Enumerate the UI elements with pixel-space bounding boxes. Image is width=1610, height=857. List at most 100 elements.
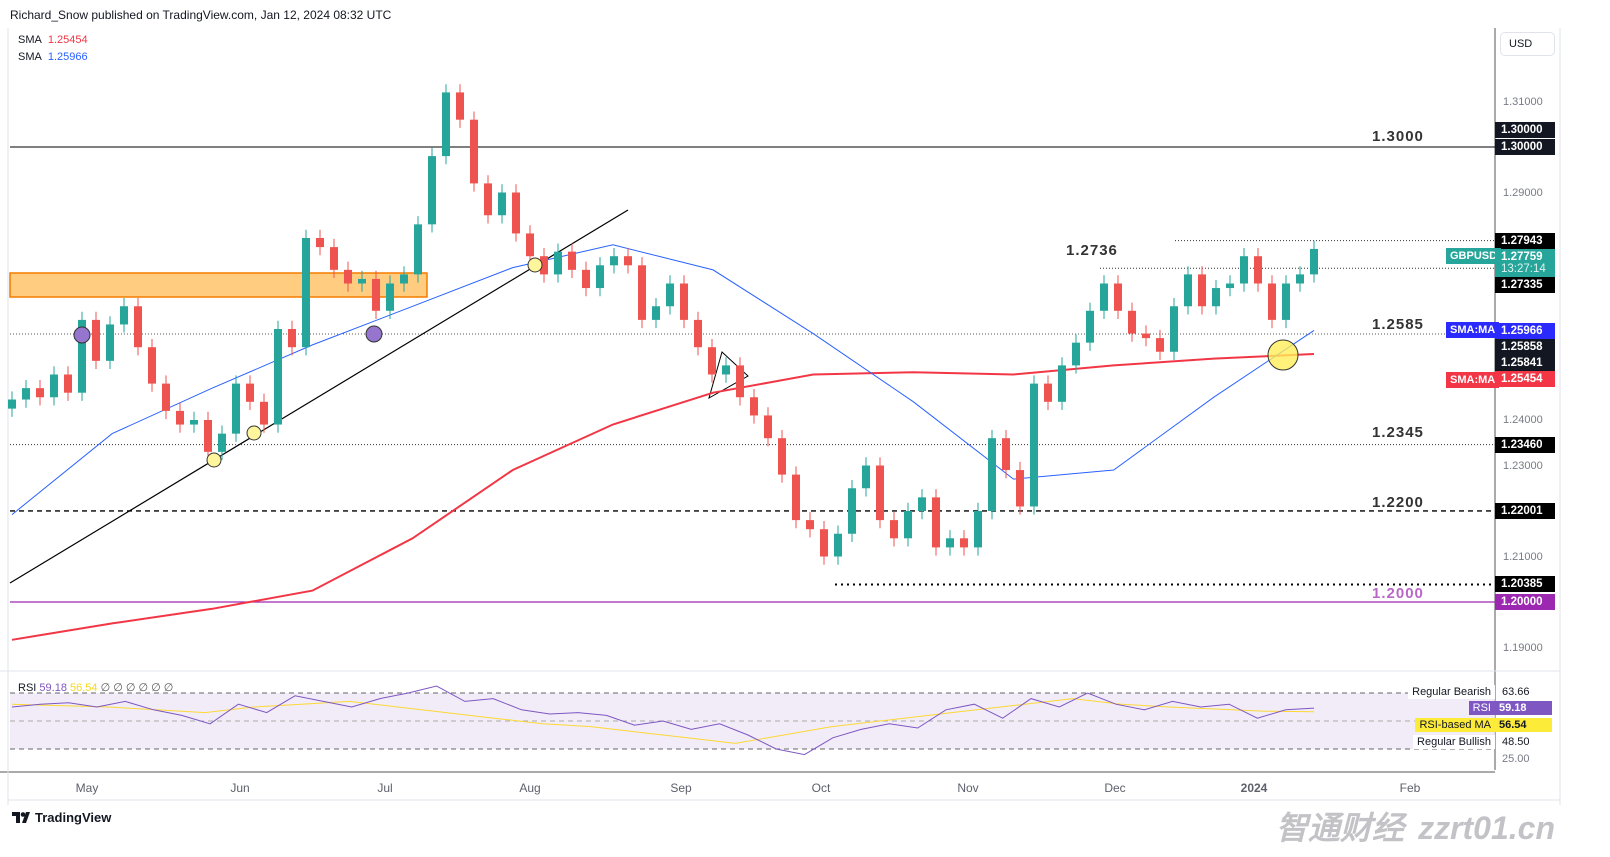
touch-point-marker	[73, 326, 91, 344]
candle-body	[1086, 310, 1094, 343]
touch-point-marker	[527, 257, 543, 273]
candle-body	[1044, 383, 1052, 402]
candle-body	[274, 329, 282, 425]
candle-body	[666, 283, 674, 307]
candle-body	[1128, 310, 1136, 334]
candle-body	[946, 538, 954, 548]
time-axis-label: Dec	[1104, 781, 1126, 795]
candle-body	[974, 511, 982, 548]
touch-point-marker	[365, 325, 383, 343]
price-badge: 1.25966	[1495, 322, 1555, 339]
resistance-zone	[9, 272, 428, 298]
triangle-pattern	[708, 351, 749, 400]
candle-body	[78, 319, 86, 393]
candle-body	[596, 265, 604, 289]
sma-slow-line	[11, 353, 1315, 641]
rsi-tag: RSI	[1468, 701, 1495, 715]
candle-body	[918, 497, 926, 511]
candle-body	[820, 529, 828, 557]
candle-body	[372, 278, 380, 311]
currency-button[interactable]: USD	[1500, 32, 1555, 56]
tradingview-logo[interactable]: TradingView	[12, 810, 111, 825]
touch-point-marker	[246, 425, 262, 441]
candle-body	[1296, 274, 1304, 284]
chart-background	[0, 0, 1610, 805]
candle-body	[554, 251, 562, 275]
candle-body	[246, 383, 254, 402]
sma-slow-tag: SMA:MA	[1446, 372, 1500, 388]
candle-body	[190, 420, 198, 425]
candle-body	[498, 192, 506, 216]
candle-body	[148, 347, 156, 384]
price-chart[interactable]	[0, 0, 1610, 805]
candle-body	[932, 497, 940, 548]
level-label-1.2585: 1.2585	[1372, 316, 1424, 333]
tradingview-logo-icon	[12, 812, 30, 823]
rsi-bearish-value: 63.66	[1502, 686, 1530, 698]
candle-body	[834, 533, 842, 557]
candle-body	[134, 306, 142, 348]
candle-body	[890, 520, 898, 539]
rsi-axis-25: 25.00	[1502, 753, 1530, 765]
rsi-line	[11, 685, 1315, 756]
legend-sma-fast[interactable]: SMA 1.25966	[18, 51, 88, 63]
price-badge: 1.27943	[1495, 232, 1555, 249]
candle-body	[540, 256, 548, 275]
candle-body	[316, 238, 324, 248]
time-axis-label: Sep	[670, 781, 692, 795]
price-badge: 1.30000	[1495, 139, 1555, 155]
time-axis-label: Aug	[519, 781, 541, 795]
candle-body	[330, 247, 338, 270]
candle-body	[512, 192, 520, 234]
candle-body	[624, 256, 632, 266]
candle-body	[694, 319, 702, 348]
publisher-info: Richard_Snow published on TradingView.co…	[10, 8, 392, 22]
time-axis-label: Jul	[377, 781, 393, 795]
candle-body	[722, 365, 730, 375]
candle-body	[568, 251, 576, 270]
price-axis-label: 1.29000	[1503, 186, 1543, 199]
candle-body	[988, 438, 996, 511]
price-axis-label: 1.24000	[1503, 414, 1543, 426]
price-badge: 1.22001	[1495, 502, 1555, 519]
price-badge: 1.20000	[1495, 594, 1555, 610]
rsi-legend[interactable]: RSI 59.18 56.54 ∅ ∅ ∅ ∅ ∅ ∅	[18, 682, 174, 694]
candle-body	[1254, 256, 1262, 284]
candle-body	[1212, 288, 1220, 307]
crossover-marker	[1267, 339, 1299, 371]
rsi-ma-line	[11, 698, 1315, 744]
candle-body	[610, 256, 618, 266]
price-axis-label: 1.31000	[1503, 95, 1543, 108]
time-axis-label: May	[75, 781, 99, 795]
price-badge: 1.25858	[1495, 338, 1555, 355]
candle-body	[50, 374, 58, 398]
candle-body	[64, 374, 72, 393]
candle-body	[862, 465, 870, 489]
candle-body	[8, 399, 16, 409]
legend-sma-slow[interactable]: SMA 1.25454	[18, 34, 88, 46]
level-label-1.2200: 1.2200	[1372, 494, 1424, 511]
time-axis-label: Jun	[230, 781, 250, 795]
candle-body	[764, 415, 772, 439]
candle-body	[1072, 342, 1080, 366]
candle-body	[344, 269, 352, 284]
candle-body	[652, 306, 660, 320]
candle-body	[1030, 383, 1038, 507]
candle-body	[162, 383, 170, 411]
candle-body	[120, 306, 128, 325]
candle-body	[470, 119, 478, 184]
candle-body	[358, 278, 366, 284]
price-axis-label: 1.21000	[1503, 550, 1543, 563]
price-badge: 1.25841	[1495, 354, 1555, 371]
sma-fast-tag: SMA:MA	[1446, 322, 1500, 338]
candle-body	[848, 488, 856, 534]
candle-body	[1016, 470, 1024, 507]
rsi-ma-badge: 56.54	[1495, 718, 1552, 732]
candle-body	[22, 388, 30, 400]
candle-body	[1114, 283, 1122, 311]
candle-body	[260, 401, 268, 425]
price-badge: 1.23460	[1495, 436, 1555, 453]
candle-body	[484, 183, 492, 216]
trend-line	[9, 209, 629, 584]
candle-body	[302, 238, 310, 348]
